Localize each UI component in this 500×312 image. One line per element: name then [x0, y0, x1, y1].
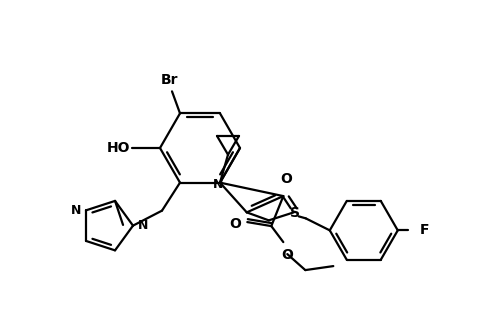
Text: N: N: [138, 219, 148, 232]
Text: O: O: [280, 172, 291, 186]
Text: S: S: [290, 206, 300, 220]
Text: N: N: [70, 204, 81, 217]
Text: O: O: [282, 248, 293, 262]
Text: F: F: [420, 223, 430, 237]
Text: O: O: [230, 217, 241, 231]
Text: N: N: [213, 178, 223, 191]
Text: Br: Br: [161, 73, 179, 87]
Text: HO: HO: [106, 141, 130, 155]
